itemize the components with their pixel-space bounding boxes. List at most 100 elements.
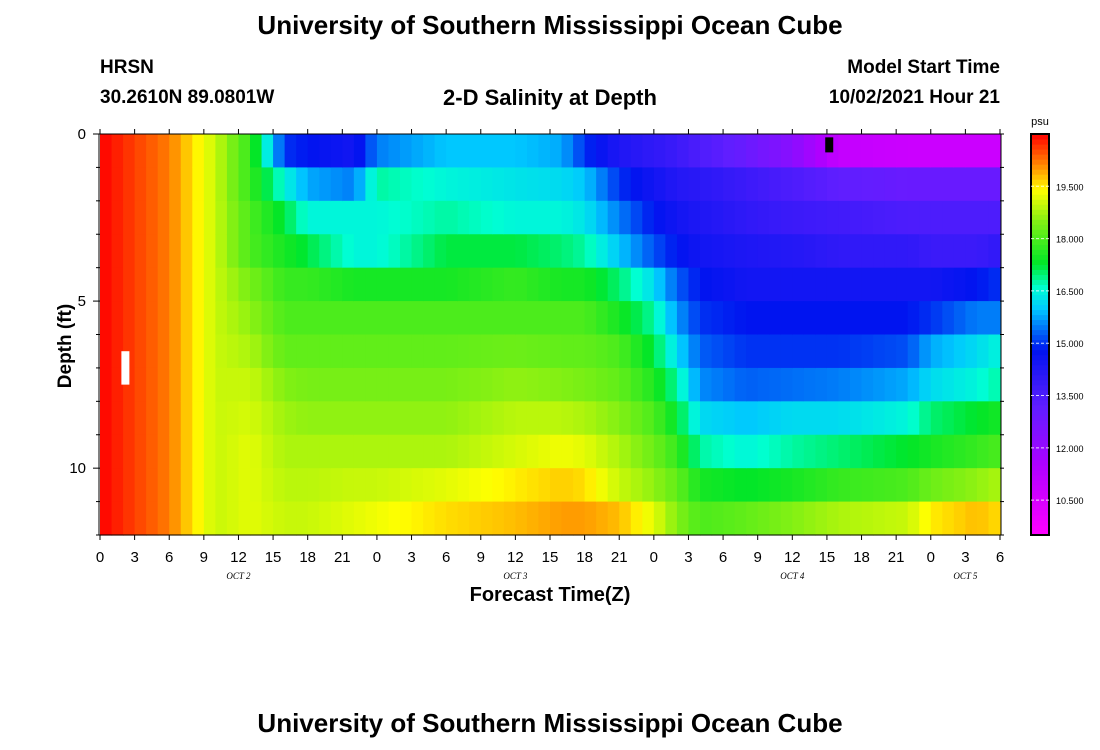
heatmap-cell bbox=[423, 334, 436, 369]
heatmap-cell bbox=[203, 334, 216, 369]
heatmap-cell bbox=[457, 367, 470, 402]
heatmap-cell bbox=[307, 267, 320, 302]
colorbar-segment bbox=[1031, 254, 1049, 260]
x-tick-label: 15 bbox=[819, 549, 836, 566]
heatmap-cell bbox=[446, 234, 459, 269]
heatmap-cell bbox=[688, 434, 701, 469]
heatmap-cell bbox=[157, 167, 170, 202]
heatmap-cell bbox=[884, 200, 897, 235]
heatmap-cell bbox=[457, 501, 470, 536]
heatmap-cell bbox=[100, 501, 113, 536]
x-tick-label: 18 bbox=[576, 549, 593, 566]
heatmap-cell bbox=[261, 167, 274, 202]
heatmap-cell bbox=[330, 200, 343, 235]
heatmap-cell bbox=[573, 334, 586, 369]
day-label: OCT 3 bbox=[503, 571, 528, 581]
heatmap-cell bbox=[780, 468, 793, 503]
heatmap-cell bbox=[942, 434, 955, 469]
heatmap-cell bbox=[296, 501, 309, 536]
colorbar-segment bbox=[1031, 159, 1049, 165]
heatmap-cell bbox=[192, 334, 205, 369]
heatmap-cell bbox=[700, 334, 713, 369]
heatmap-cell bbox=[861, 468, 874, 503]
colorbar-segment bbox=[1031, 429, 1049, 436]
heatmap-cell bbox=[307, 501, 320, 536]
heatmap-cell bbox=[319, 267, 332, 302]
heatmap-cell bbox=[757, 468, 770, 503]
heatmap-cell bbox=[226, 134, 240, 169]
heatmap-cell bbox=[688, 267, 701, 302]
heatmap-cell bbox=[411, 267, 424, 302]
heatmap-cell bbox=[388, 401, 401, 436]
heatmap-cell bbox=[942, 234, 955, 269]
heatmap-cell bbox=[376, 501, 390, 536]
heatmap-cell bbox=[446, 267, 459, 302]
heatmap-cell bbox=[815, 501, 828, 536]
heatmap-cell bbox=[976, 501, 990, 536]
heatmap-cell bbox=[376, 234, 390, 269]
heatmap-cell bbox=[169, 401, 182, 436]
heatmap-cell bbox=[123, 401, 136, 436]
heatmap-cell bbox=[388, 301, 401, 336]
heatmap-cell bbox=[538, 434, 551, 469]
heatmap-cell bbox=[803, 468, 816, 503]
heatmap-cell bbox=[492, 234, 505, 269]
heatmap-cell bbox=[273, 267, 286, 302]
heatmap-cell bbox=[965, 468, 978, 503]
heatmap-cell bbox=[573, 367, 586, 402]
heatmap-cell bbox=[861, 434, 874, 469]
heatmap-cell bbox=[769, 134, 782, 169]
heatmap-cell bbox=[792, 367, 805, 402]
heatmap-cell bbox=[573, 401, 586, 436]
x-tick-label: 0 bbox=[927, 549, 935, 566]
heatmap-cell bbox=[780, 501, 793, 536]
colorbar-segment bbox=[1031, 139, 1049, 145]
heatmap-cell bbox=[746, 134, 759, 169]
heatmap-cell bbox=[261, 501, 274, 536]
heatmap-cell bbox=[953, 401, 966, 436]
x-tick-label: 18 bbox=[299, 549, 316, 566]
heatmap-cell bbox=[780, 367, 793, 402]
heatmap-cell bbox=[619, 468, 632, 503]
heatmap-cell bbox=[815, 134, 828, 169]
heatmap-cell bbox=[584, 234, 597, 269]
heatmap-cell bbox=[480, 334, 493, 369]
heatmap-cell bbox=[734, 301, 747, 336]
heatmap-cell bbox=[111, 401, 124, 436]
heatmap-cell bbox=[723, 267, 736, 302]
heatmap-cell bbox=[826, 234, 840, 269]
heatmap-cell bbox=[815, 401, 828, 436]
heatmap-cell bbox=[792, 167, 805, 202]
heatmap-cell bbox=[607, 334, 620, 369]
heatmap-cell bbox=[838, 301, 851, 336]
heatmap-cell bbox=[423, 367, 436, 402]
heatmap-cell bbox=[538, 501, 551, 536]
heatmap-cell bbox=[884, 468, 897, 503]
heatmap-cell bbox=[976, 167, 990, 202]
heatmap-cell bbox=[746, 401, 759, 436]
heatmap-cell bbox=[296, 434, 309, 469]
colorbar-segment bbox=[1031, 164, 1049, 170]
heatmap-cell bbox=[180, 267, 193, 302]
heatmap-cell bbox=[203, 167, 216, 202]
heatmap-cell bbox=[688, 501, 701, 536]
heatmap-cell bbox=[434, 134, 447, 169]
heatmap-cell bbox=[273, 301, 286, 336]
heatmap-cell bbox=[873, 134, 886, 169]
heatmap-cell bbox=[400, 134, 413, 169]
heatmap-cell bbox=[492, 267, 505, 302]
heatmap-cell bbox=[180, 401, 193, 436]
heatmap-cell bbox=[919, 167, 932, 202]
heatmap-cell bbox=[815, 468, 828, 503]
heatmap-markers bbox=[121, 137, 834, 385]
footer-title: University of Southern Mississippi Ocean… bbox=[257, 708, 843, 738]
heatmap-cell bbox=[238, 200, 251, 235]
heatmap-cell bbox=[550, 167, 563, 202]
heatmap-cell bbox=[169, 167, 182, 202]
colorbar-segment bbox=[1031, 179, 1049, 185]
heatmap-cell bbox=[226, 334, 240, 369]
heatmap-cell bbox=[400, 301, 413, 336]
heatmap-cells bbox=[100, 134, 1001, 536]
heatmap-cell bbox=[642, 301, 655, 336]
heatmap-cell bbox=[411, 434, 424, 469]
